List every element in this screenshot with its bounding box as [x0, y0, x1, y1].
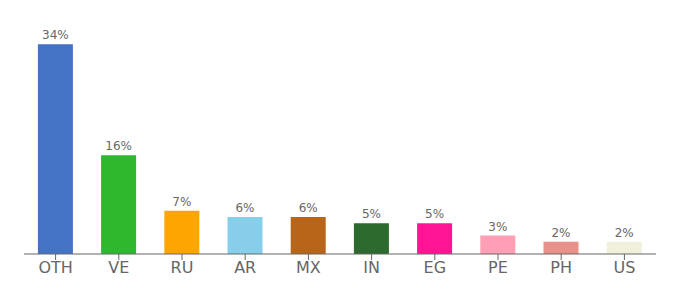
svg-text:IN: IN: [363, 258, 380, 277]
svg-text:2%: 2%: [615, 226, 634, 240]
svg-text:PH: PH: [550, 258, 572, 277]
svg-text:34%: 34%: [42, 28, 69, 42]
svg-text:3%: 3%: [488, 220, 507, 234]
svg-text:6%: 6%: [235, 201, 254, 215]
svg-text:6%: 6%: [299, 201, 318, 215]
svg-text:2%: 2%: [551, 226, 570, 240]
svg-text:16%: 16%: [105, 139, 132, 153]
svg-text:MX: MX: [296, 258, 321, 277]
svg-text:5%: 5%: [425, 207, 444, 221]
svg-text:PE: PE: [488, 258, 508, 277]
svg-text:7%: 7%: [172, 195, 191, 209]
svg-text:OTH: OTH: [38, 258, 72, 277]
svg-text:RU: RU: [171, 258, 194, 277]
svg-text:VE: VE: [108, 258, 129, 277]
svg-text:US: US: [613, 258, 635, 277]
svg-text:5%: 5%: [362, 207, 381, 221]
svg-text:AR: AR: [234, 258, 256, 277]
svg-text:EG: EG: [424, 258, 447, 277]
